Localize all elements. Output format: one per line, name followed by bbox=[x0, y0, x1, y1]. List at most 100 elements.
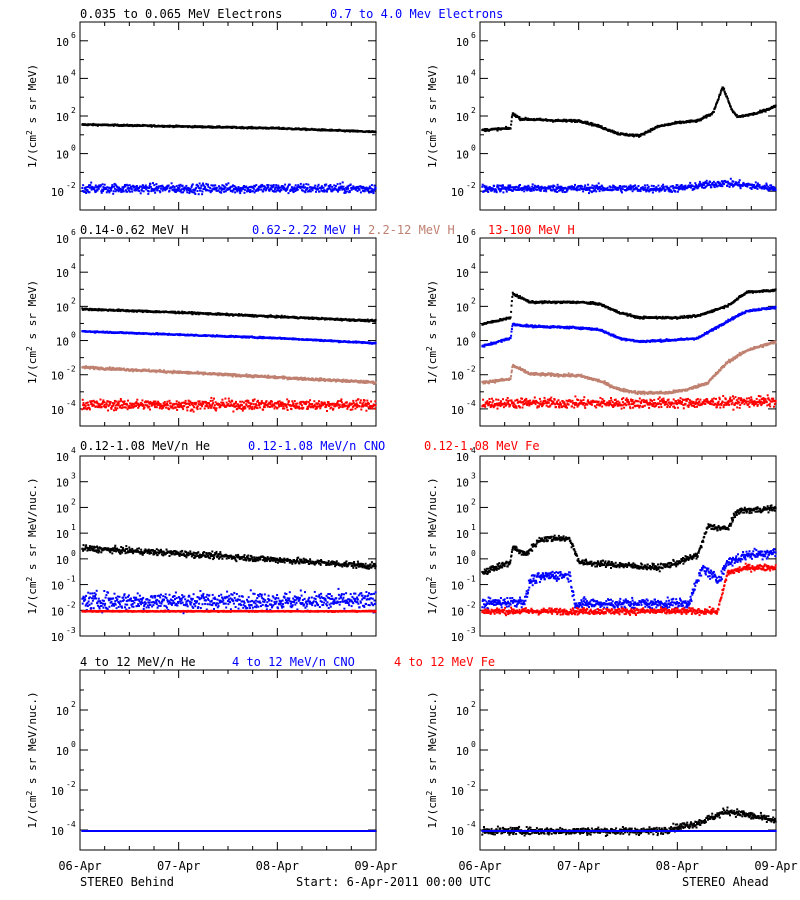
data-point bbox=[625, 185, 628, 188]
data-point bbox=[596, 188, 599, 191]
data-point bbox=[101, 183, 104, 186]
data-point bbox=[680, 186, 683, 189]
data-point bbox=[258, 188, 261, 191]
y-tick-label: 10 bbox=[456, 36, 469, 49]
data-point bbox=[340, 185, 343, 188]
data-point bbox=[148, 187, 151, 189]
data-point bbox=[650, 184, 653, 187]
data-point bbox=[647, 189, 650, 192]
data-point bbox=[89, 184, 92, 187]
data-point bbox=[561, 190, 564, 193]
data-point bbox=[681, 188, 684, 191]
data-point bbox=[83, 191, 86, 193]
data-point bbox=[222, 187, 225, 190]
data-point bbox=[691, 184, 694, 187]
data-point bbox=[582, 190, 585, 193]
data-point bbox=[484, 130, 487, 133]
data-point bbox=[301, 189, 304, 192]
data-point bbox=[485, 128, 488, 130]
data-point bbox=[671, 190, 673, 193]
data-point bbox=[350, 188, 353, 191]
data-point bbox=[314, 184, 317, 187]
data-point bbox=[774, 188, 777, 191]
data-point bbox=[225, 183, 228, 186]
data-point bbox=[489, 187, 492, 190]
data-point bbox=[328, 187, 331, 189]
data-point bbox=[597, 186, 600, 189]
data-point bbox=[676, 187, 679, 190]
data-point bbox=[566, 188, 569, 191]
data-point bbox=[81, 307, 84, 310]
data-point bbox=[304, 186, 306, 189]
data-point bbox=[122, 187, 125, 190]
data-point bbox=[182, 191, 185, 194]
data-point bbox=[231, 190, 234, 193]
data-point bbox=[191, 183, 194, 186]
data-point bbox=[344, 190, 347, 193]
data-point bbox=[152, 189, 155, 192]
data-point bbox=[726, 97, 729, 100]
data-point bbox=[640, 187, 643, 190]
data-point bbox=[288, 183, 291, 186]
data-point bbox=[319, 378, 322, 381]
data-point bbox=[95, 186, 98, 189]
data-point bbox=[124, 184, 126, 186]
data-point bbox=[248, 186, 251, 188]
data-point bbox=[277, 126, 280, 129]
data-point bbox=[664, 188, 667, 191]
data-point bbox=[251, 190, 254, 193]
data-point bbox=[270, 188, 273, 191]
data-point bbox=[737, 181, 740, 184]
data-point bbox=[495, 189, 498, 192]
data-point bbox=[114, 190, 117, 193]
data-point bbox=[553, 185, 556, 188]
data-point bbox=[493, 190, 496, 193]
data-point bbox=[308, 190, 311, 193]
data-point bbox=[86, 188, 89, 191]
data-point bbox=[583, 185, 586, 188]
data-point bbox=[720, 180, 723, 183]
data-point bbox=[345, 186, 348, 189]
y-tick-label: 10 bbox=[51, 370, 64, 383]
data-point bbox=[738, 179, 741, 182]
data-point bbox=[164, 189, 167, 192]
data-point bbox=[565, 187, 568, 190]
data-point bbox=[196, 183, 198, 186]
data-point bbox=[611, 186, 614, 189]
data-point bbox=[334, 378, 337, 381]
data-point bbox=[586, 187, 589, 190]
y-tick-exponent: 4 bbox=[471, 68, 476, 77]
data-point bbox=[723, 91, 726, 94]
data-point bbox=[587, 183, 590, 186]
data-point bbox=[262, 188, 265, 191]
data-point bbox=[774, 104, 777, 107]
data-point bbox=[590, 121, 593, 124]
data-point bbox=[502, 191, 505, 194]
data-point bbox=[236, 188, 239, 191]
data-point bbox=[107, 190, 110, 193]
data-point bbox=[336, 183, 339, 186]
data-point bbox=[116, 185, 119, 188]
data-point bbox=[368, 185, 371, 188]
data-point bbox=[320, 189, 323, 192]
data-point bbox=[646, 184, 649, 187]
data-point bbox=[144, 186, 147, 189]
data-point bbox=[491, 189, 494, 192]
data-point bbox=[185, 189, 188, 192]
data-point bbox=[314, 379, 317, 382]
data-point bbox=[126, 190, 129, 193]
data-point bbox=[234, 373, 237, 376]
data-point bbox=[105, 187, 108, 190]
data-point bbox=[554, 188, 557, 191]
data-point bbox=[283, 188, 286, 191]
y-tick-exponent: 6 bbox=[71, 31, 76, 40]
y-tick-exponent: -2 bbox=[466, 181, 476, 190]
data-point bbox=[95, 190, 98, 193]
data-point bbox=[217, 189, 220, 192]
y-tick-exponent: 4 bbox=[71, 262, 76, 271]
data-point bbox=[649, 189, 652, 192]
data-point bbox=[148, 185, 151, 187]
data-point bbox=[709, 114, 712, 117]
data-point bbox=[560, 185, 563, 188]
